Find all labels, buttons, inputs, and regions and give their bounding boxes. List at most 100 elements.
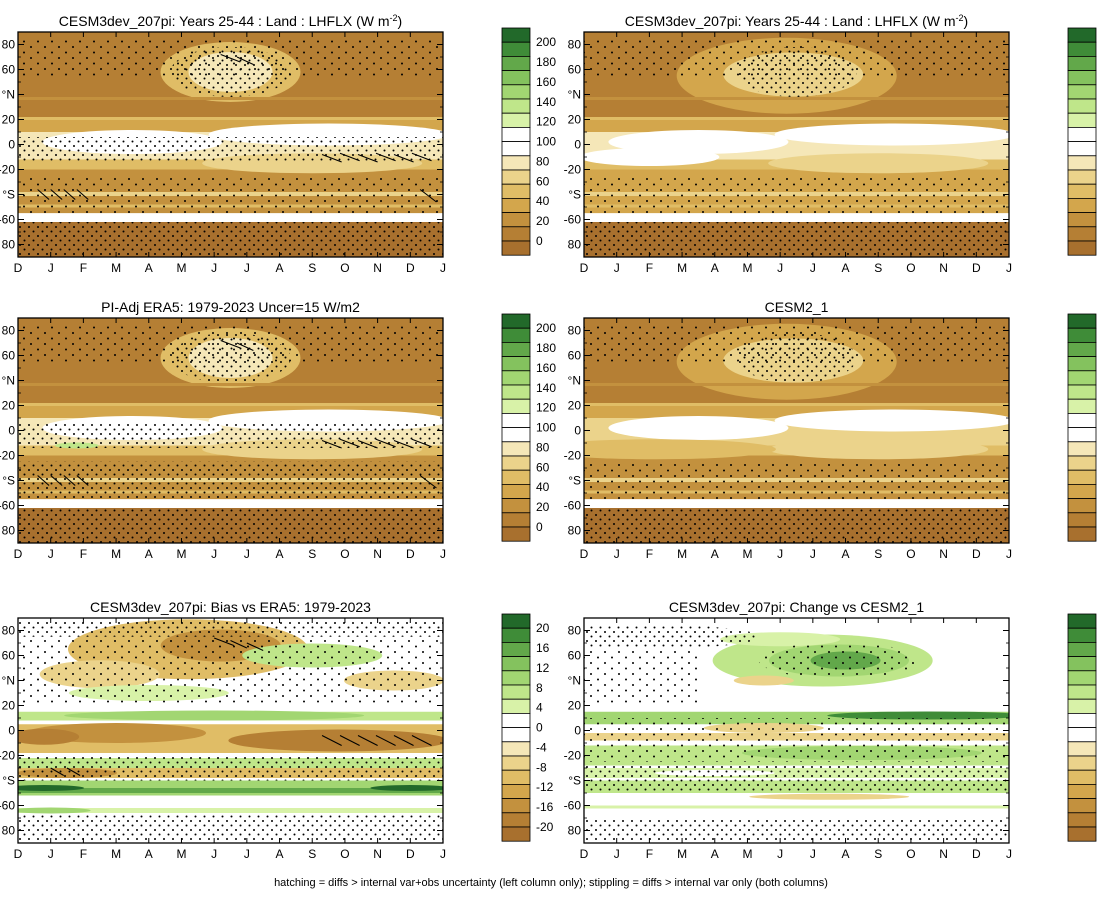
stipple-sh: [584, 175, 1009, 214]
band-pos-62s: [18, 808, 443, 813]
stipple-nh-summer: [736, 47, 857, 97]
y-tick-label: -60: [564, 799, 582, 813]
colorbar-box: [1067, 713, 1097, 729]
figure-caption: hatching = diffs > internal var+obs unce…: [274, 877, 828, 889]
y-tick-label: °S: [568, 774, 581, 788]
x-tick-label: D: [14, 547, 23, 561]
colorbar-box: [1067, 398, 1097, 414]
hatch-mark: [63, 475, 76, 486]
colorbar-box: [1067, 670, 1097, 686]
colorbar-box: [501, 826, 531, 842]
colorbar-box: [501, 455, 531, 471]
colorbar-box: [501, 713, 531, 729]
hatch-mark: [236, 56, 254, 65]
y-tick-label: 60: [568, 649, 582, 663]
x-tick-label: F: [80, 261, 87, 275]
hatch-mark: [230, 640, 248, 649]
colorbar-box: [1067, 313, 1097, 329]
hatch-mark: [246, 642, 264, 651]
panel-field: [584, 32, 1009, 257]
colorbar-box: [1067, 469, 1097, 485]
colorbar-box: [1067, 627, 1097, 643]
colorbar-label: 16: [536, 641, 550, 655]
y-tick-label: °N: [568, 374, 581, 388]
colorbar-box: [1067, 741, 1097, 757]
band-pos-60s: [584, 805, 1009, 809]
colorbar-box: [501, 370, 531, 386]
colorbar-box: [501, 784, 531, 800]
x-tick-label: N: [939, 547, 948, 561]
x-tick-label: M: [111, 847, 121, 861]
x-tick-label: S: [874, 261, 882, 275]
panel-title-superscript: -2: [390, 13, 398, 23]
pos-64s-west: [18, 807, 91, 814]
x-tick-label: J: [244, 261, 250, 275]
tropics-max-west: [608, 130, 789, 154]
colorbar-box: [1067, 498, 1097, 514]
x-tick-label: J: [48, 847, 54, 861]
y-tick-label: -20: [0, 449, 15, 463]
colorbar-label: -8: [536, 760, 547, 774]
band-pos-10n-core: [827, 711, 1009, 720]
nh-streak-2: [584, 117, 1009, 120]
x-tick-label: A: [145, 547, 153, 561]
colorbar-box: [501, 755, 531, 771]
stipple-nh-summer: [759, 642, 919, 679]
x-tick-label: J: [211, 261, 217, 275]
colorbar-box: [501, 127, 531, 143]
x-tick-label: J: [440, 261, 446, 275]
x-tick-label: J: [777, 261, 783, 275]
stipple-antarctica: [18, 222, 443, 257]
nh-streak-1: [584, 97, 1009, 100]
x-tick-label: O: [906, 261, 915, 275]
x-tick-label: F: [646, 847, 653, 861]
band-ocean-gap: [18, 499, 443, 508]
x-tick-label: D: [406, 847, 415, 861]
x-tick-label: J: [48, 547, 54, 561]
colorbar-box: [501, 56, 531, 72]
x-tick-label: J: [614, 547, 620, 561]
colorbar-label: 200: [536, 321, 556, 335]
x-tick-label: O: [906, 547, 915, 561]
colorbar-label: -4: [536, 740, 547, 754]
tropics-neg-east: [228, 729, 443, 752]
panel-title-text: CESM3dev_207pi: Years 25-44 : Land : LHF…: [625, 13, 956, 29]
band-pos-core: [64, 710, 365, 721]
y-tick-label: 0: [8, 424, 15, 438]
x-tick-label: O: [906, 847, 915, 861]
hatch-mark: [375, 438, 396, 448]
colorbar-box: [501, 642, 531, 658]
x-tick-label: S: [308, 847, 316, 861]
x-tick-label: J: [777, 547, 783, 561]
panel-field: [584, 618, 1009, 843]
colorbar-label: 100: [536, 421, 556, 435]
colorbar-box: [501, 183, 531, 199]
colorbar-box: [501, 670, 531, 686]
hatch-mark: [76, 475, 89, 486]
colorbar-box: [1067, 784, 1097, 800]
stipple-antarctica: [18, 815, 443, 843]
colorbar-box: [501, 526, 531, 542]
colorbar-box: [501, 169, 531, 185]
hatch-mark: [50, 189, 63, 200]
x-tick-label: D: [580, 261, 589, 275]
x-tick-label: J: [810, 547, 816, 561]
panel-title-text: CESM3dev_207pi: Change vs CESM2_1: [669, 599, 924, 615]
hatch-mark: [339, 438, 360, 448]
y-tick-label: 60: [2, 349, 16, 363]
hatch-mark: [220, 53, 241, 63]
x-tick-label: J: [777, 847, 783, 861]
y-tick-label: 80: [568, 624, 582, 638]
nh-streak-2: [18, 117, 443, 120]
x-tick-label: N: [373, 847, 382, 861]
colorbar-box: [1067, 656, 1097, 672]
stipple-antarctica: [584, 818, 1009, 843]
x-tick-label: M: [677, 261, 687, 275]
colorbar-box: [501, 27, 531, 43]
hatch-mark: [321, 735, 342, 746]
colorbar-box: [501, 512, 531, 528]
y-tick-label: -20: [564, 449, 582, 463]
x-tick-label: J: [211, 847, 217, 861]
hatch-mark: [419, 189, 437, 203]
panel-1: CESM3dev_207pi: Years 25-44 : Land : LHF…: [0, 13, 556, 275]
